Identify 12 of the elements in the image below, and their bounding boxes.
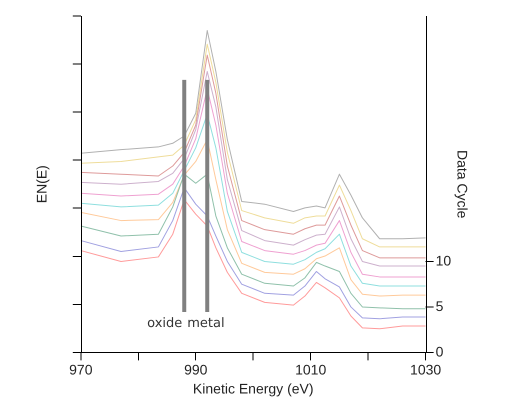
x-tick-label: 990 bbox=[184, 362, 208, 378]
x-tick-label: 970 bbox=[69, 362, 93, 378]
y2-axis-title: Data Cycle bbox=[454, 150, 471, 219]
x-axis-title: Kinetic Energy (eV) bbox=[192, 380, 314, 396]
y2-tick-label: 0 bbox=[436, 343, 444, 360]
ref-line-label: oxide bbox=[147, 316, 182, 331]
y2-tick-label: 10 bbox=[436, 252, 452, 268]
ref-line-label: metal bbox=[187, 316, 225, 331]
y2-tick-label: 5 bbox=[436, 298, 444, 314]
x-tick-label: 1030 bbox=[410, 362, 442, 378]
x-tick-label: 1010 bbox=[295, 362, 326, 378]
y-axis-title: EN(E) bbox=[33, 165, 50, 204]
